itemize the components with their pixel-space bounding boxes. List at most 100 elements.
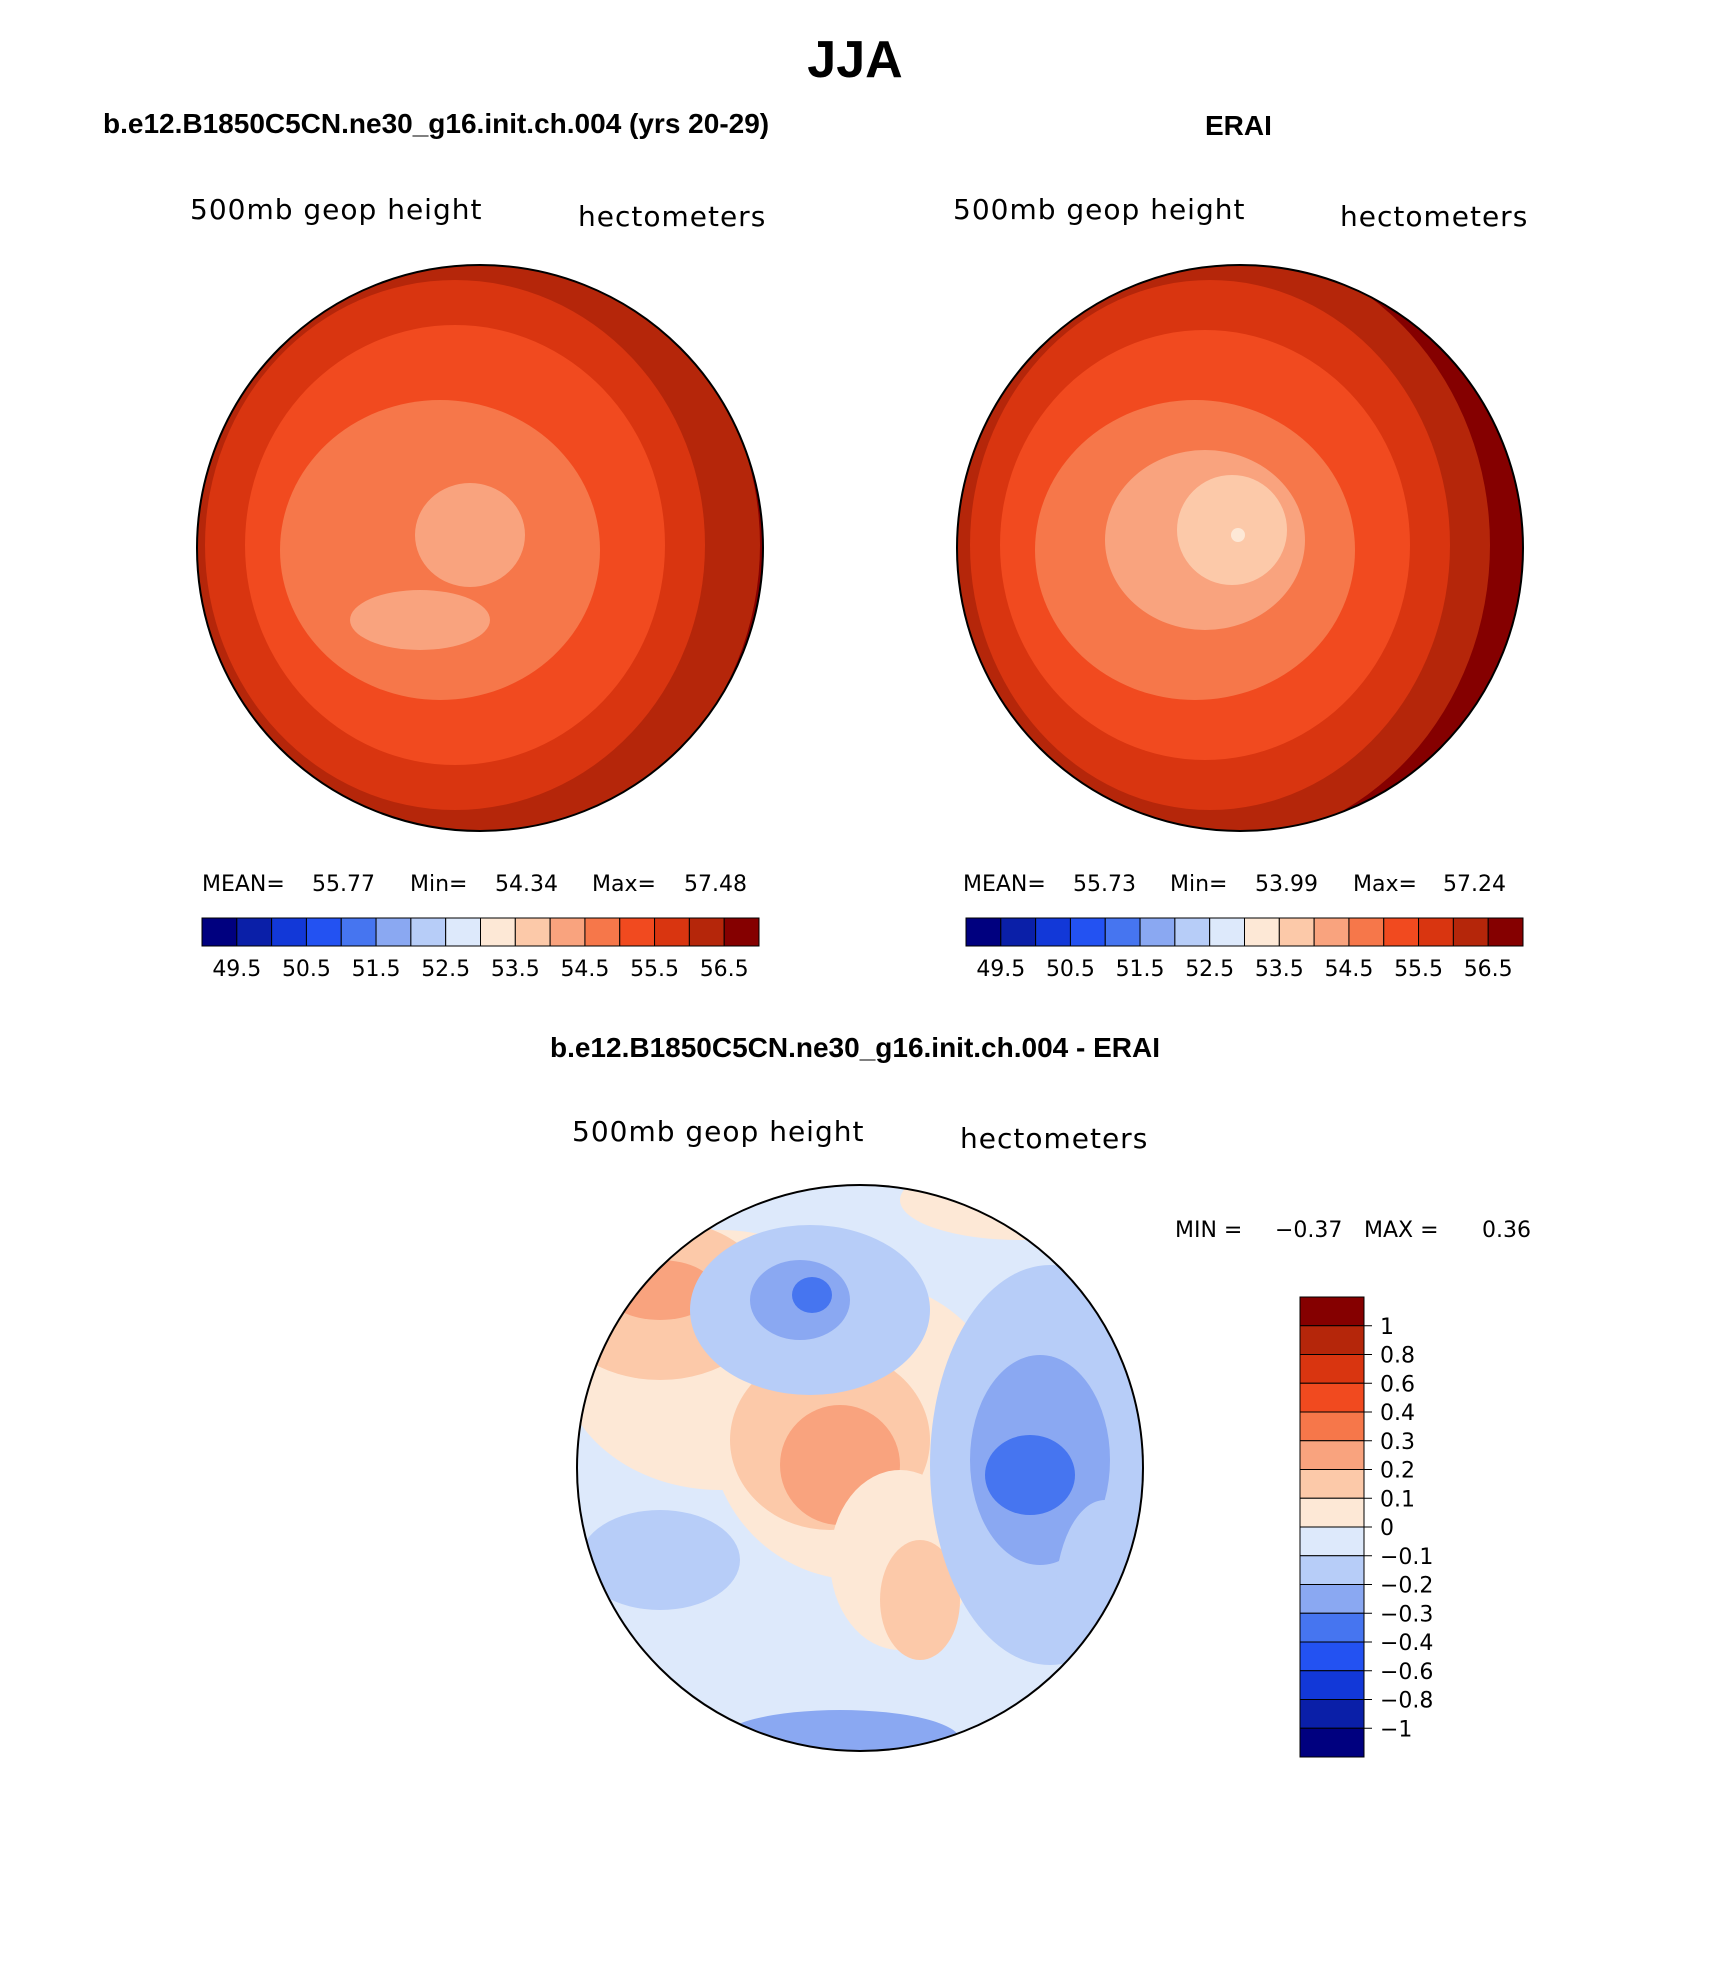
diff-min-value: −0.37 (1275, 1218, 1343, 1243)
diff-colorbar-box (1299, 1440, 1365, 1470)
right-colorbar-tick-label: 54.5 (1324, 957, 1373, 982)
diff-colorbar-box (1299, 1584, 1365, 1614)
left-colorbar-box (271, 917, 307, 947)
left-colorbar-box (340, 917, 377, 947)
left-colorbar-box (445, 917, 481, 947)
left-colorbar-tick-label: 53.5 (491, 957, 540, 982)
diff-colorbar-box (1299, 1670, 1365, 1700)
diff-colorbar-box (1299, 1641, 1365, 1672)
left-colorbar: 49.5 50.5 51.5 52.5 53.5 54.5 55.5 56.5 (201, 917, 760, 982)
left-colorbar-box (549, 917, 586, 947)
right-colorbar-box (1174, 917, 1211, 947)
right-colorbar-box (1452, 917, 1489, 947)
right-colorbar-box (965, 917, 1002, 947)
right-colorbar-box (1313, 917, 1350, 947)
diff-colorbar-box (1299, 1325, 1365, 1355)
diff-map (576, 1184, 1144, 1752)
left-min-value: 54.34 (495, 872, 558, 897)
diff-variable-label: 500mb geop height (572, 1115, 865, 1148)
left-colorbar-box (619, 917, 656, 947)
left-min-label: Min= (410, 872, 468, 897)
left-colorbar-box (305, 917, 342, 947)
diff-colorbar: 1 0.8 0.6 0.4 0.3 0.2 0.1 0 −0.1 −0.2 −0.3 −0.4 −0.6… (1299, 1296, 1433, 1758)
right-max-value: 57.24 (1443, 872, 1506, 897)
left-colorbar-box (688, 917, 725, 947)
right-colorbar-box (1104, 917, 1141, 947)
left-map (196, 264, 764, 832)
diff-colorbar-box (1299, 1382, 1365, 1413)
left-units-label: hectometers (578, 200, 767, 233)
left-colorbar-box (480, 917, 516, 947)
diff-colorbar-box (1299, 1354, 1365, 1384)
right-colorbar-tick-label: 55.5 (1394, 957, 1443, 982)
left-panel-title: b.e12.B1850C5CN.ne30_g16.init.ch.004 (yr… (103, 108, 770, 139)
left-colorbar-box (584, 917, 621, 947)
left-colorbar-box (654, 917, 690, 947)
diff-colorbar-box (1299, 1727, 1365, 1758)
left-colorbar-tick-label: 52.5 (421, 957, 470, 982)
right-max-label: Max= (1353, 872, 1417, 897)
right-colorbar-box (1487, 917, 1524, 947)
diff-colorbar-box (1299, 1555, 1365, 1585)
diff-colorbar-tick-label: −1 (1380, 1717, 1412, 1742)
right-colorbar-box (1348, 917, 1385, 947)
left-colorbar-box (514, 917, 551, 947)
left-colorbar-box (236, 917, 273, 947)
right-colorbar-box (1209, 917, 1245, 947)
left-mean-value: 55.77 (312, 872, 375, 897)
diff-colorbar-box (1299, 1526, 1365, 1557)
diff-colorbar-tick-label: −0.3 (1380, 1602, 1433, 1627)
diff-colorbar-tick-label: −0.2 (1380, 1574, 1433, 1599)
diff-colorbar-box (1299, 1296, 1365, 1327)
diff-colorbar-tick-label: −0.1 (1380, 1545, 1433, 1570)
left-colorbar-box (375, 917, 412, 947)
right-colorbar-tick-label: 49.5 (976, 957, 1025, 982)
diff-colorbar-tick-label: 0.1 (1380, 1487, 1415, 1512)
diff-colorbar-box (1299, 1469, 1365, 1499)
left-variable-label: 500mb geop height (190, 193, 483, 226)
diff-units-label: hectometers (960, 1122, 1149, 1155)
right-panel-title: ERAI (1205, 110, 1272, 141)
diff-colorbar-tick-label: 0.4 (1380, 1401, 1415, 1426)
left-colorbar-tick-label: 49.5 (212, 957, 261, 982)
diff-colorbar-box (1299, 1699, 1365, 1729)
right-colorbar-tick-label: 53.5 (1255, 957, 1304, 982)
left-colorbar-box (723, 917, 760, 947)
left-mean-label: MEAN= (202, 872, 285, 897)
left-colorbar-box (410, 917, 447, 947)
left-colorbar-tick-label: 51.5 (352, 957, 401, 982)
left-colorbar-tick-label: 56.5 (700, 957, 749, 982)
diff-colorbar-box (1299, 1411, 1365, 1442)
diff-colorbar-tick-label: −0.6 (1380, 1660, 1433, 1685)
right-min-label: Min= (1170, 872, 1228, 897)
right-units-label: hectometers (1340, 200, 1529, 233)
right-mean-label: MEAN= (963, 872, 1046, 897)
diff-colorbar-box (1299, 1497, 1365, 1528)
right-mean-value: 55.73 (1073, 872, 1136, 897)
right-colorbar-box (1035, 917, 1071, 947)
left-colorbar-tick-label: 55.5 (630, 957, 679, 982)
left-colorbar-tick-label: 50.5 (282, 957, 331, 982)
left-max-value: 57.48 (684, 872, 747, 897)
diff-colorbar-tick-label: 1 (1380, 1315, 1394, 1340)
right-colorbar-box (1418, 917, 1454, 947)
right-colorbar-box (1383, 917, 1420, 947)
right-min-value: 53.99 (1255, 872, 1318, 897)
right-colorbar-box (1000, 917, 1037, 947)
right-colorbar-box (1069, 917, 1106, 947)
diff-max-value: 0.36 (1482, 1218, 1531, 1243)
right-colorbar-box (1244, 917, 1280, 947)
right-variable-label: 500mb geop height (953, 193, 1246, 226)
left-colorbar-box (201, 917, 238, 947)
diff-colorbar-tick-label: 0.3 (1380, 1430, 1415, 1455)
right-colorbar-tick-label: 52.5 (1185, 957, 1234, 982)
diff-colorbar-tick-label: 0.6 (1380, 1372, 1415, 1397)
diff-min-label: MIN = (1175, 1218, 1243, 1243)
left-colorbar-tick-label: 54.5 (560, 957, 609, 982)
figure-title: JJA (807, 31, 903, 89)
right-colorbar-tick-label: 56.5 (1464, 957, 1513, 982)
diff-colorbar-tick-label: −0.8 (1380, 1689, 1433, 1714)
right-colorbar: 49.5 50.5 51.5 52.5 53.5 54.5 55.5 56.5 (965, 917, 1524, 982)
right-colorbar-box (1278, 917, 1315, 947)
diff-colorbar-tick-label: 0.8 (1380, 1344, 1415, 1369)
